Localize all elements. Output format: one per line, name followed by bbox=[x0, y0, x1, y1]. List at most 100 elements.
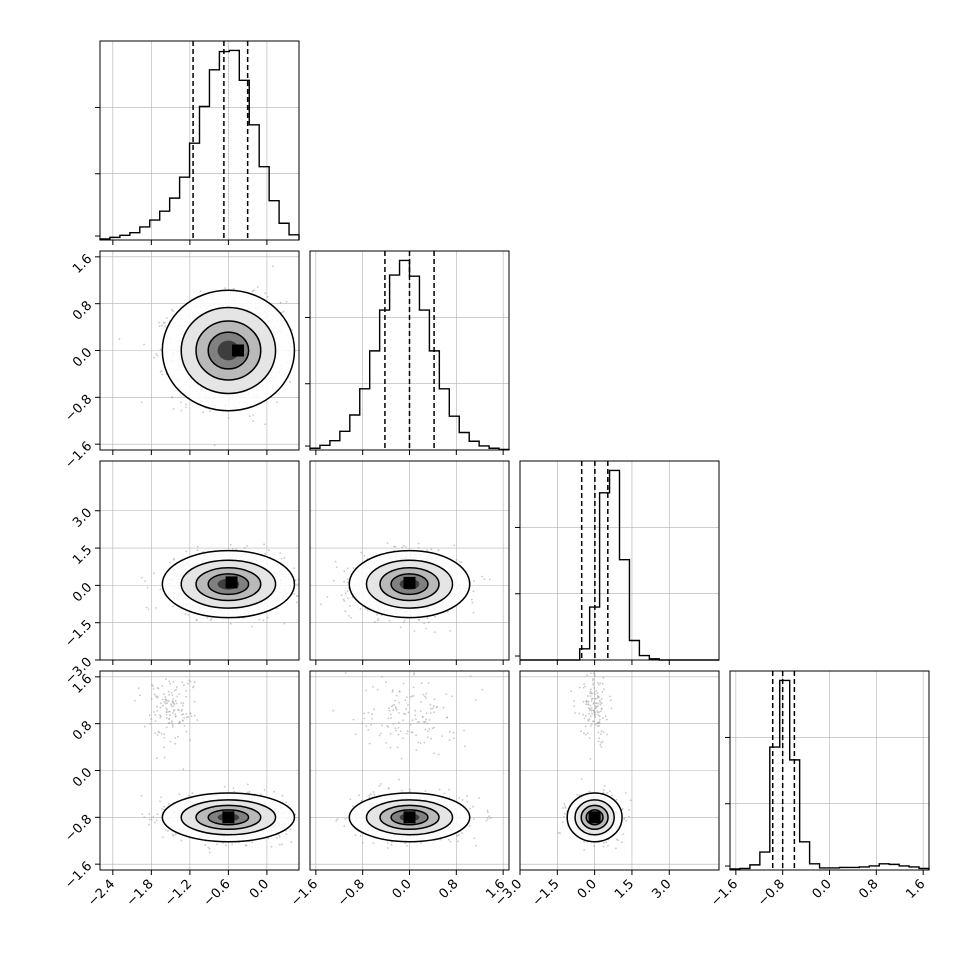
point bbox=[161, 325, 163, 327]
point bbox=[246, 792, 248, 794]
point bbox=[343, 581, 345, 583]
point bbox=[333, 580, 335, 582]
point bbox=[257, 286, 259, 288]
point bbox=[425, 628, 427, 630]
point bbox=[297, 584, 299, 586]
panel-0-0 bbox=[95, 41, 299, 245]
point bbox=[156, 814, 158, 816]
point bbox=[244, 547, 246, 549]
point bbox=[286, 301, 288, 303]
point bbox=[405, 546, 407, 548]
point bbox=[146, 607, 148, 609]
point bbox=[196, 619, 198, 621]
point bbox=[484, 578, 486, 580]
ytick-label-1-0: −1.6 bbox=[62, 439, 95, 472]
point bbox=[389, 620, 391, 622]
point bbox=[156, 819, 158, 821]
point bbox=[143, 344, 145, 346]
point bbox=[267, 617, 269, 619]
point bbox=[252, 420, 254, 422]
point bbox=[204, 844, 206, 846]
histogram-2 bbox=[520, 470, 719, 660]
panel-1-0: −1.6−0.80.00.81.6 bbox=[62, 251, 299, 472]
point bbox=[160, 371, 162, 373]
point bbox=[161, 374, 163, 376]
panel-2-2 bbox=[515, 461, 719, 665]
point bbox=[141, 577, 143, 579]
point bbox=[185, 407, 187, 409]
point bbox=[264, 789, 266, 791]
point bbox=[169, 562, 171, 564]
point bbox=[278, 834, 280, 836]
panel-2-1 bbox=[310, 461, 509, 665]
ytick-label-2-3: 1.5 bbox=[70, 543, 95, 568]
point bbox=[438, 549, 440, 551]
point bbox=[149, 813, 151, 815]
point bbox=[180, 402, 182, 404]
point bbox=[197, 546, 199, 548]
point bbox=[361, 552, 363, 554]
point bbox=[427, 617, 429, 619]
point bbox=[404, 620, 406, 622]
point bbox=[284, 557, 286, 559]
point bbox=[167, 830, 169, 832]
point bbox=[158, 322, 160, 324]
point bbox=[343, 570, 345, 572]
point bbox=[350, 617, 352, 619]
point bbox=[471, 599, 473, 601]
point bbox=[347, 568, 349, 570]
point bbox=[377, 620, 379, 622]
point bbox=[264, 292, 266, 294]
point bbox=[225, 844, 227, 846]
point bbox=[347, 590, 349, 592]
point bbox=[473, 580, 475, 582]
point bbox=[164, 326, 166, 328]
point bbox=[378, 618, 380, 620]
point bbox=[401, 547, 403, 549]
point bbox=[283, 311, 285, 313]
point bbox=[185, 551, 187, 553]
point bbox=[461, 561, 463, 563]
point bbox=[216, 843, 218, 845]
point bbox=[171, 309, 173, 311]
point bbox=[214, 445, 216, 447]
point bbox=[284, 623, 286, 625]
point bbox=[172, 834, 174, 836]
point bbox=[289, 381, 291, 383]
ytick-label-1-4: 1.6 bbox=[70, 252, 95, 277]
point bbox=[164, 322, 166, 324]
point bbox=[178, 793, 180, 795]
point bbox=[336, 566, 338, 568]
point bbox=[376, 614, 378, 616]
point bbox=[281, 843, 283, 845]
point bbox=[148, 824, 150, 826]
point bbox=[197, 549, 199, 551]
point bbox=[175, 834, 177, 836]
ytick-label-1-2: 0.0 bbox=[70, 345, 95, 370]
point bbox=[209, 410, 211, 412]
point bbox=[327, 596, 329, 598]
point bbox=[285, 802, 287, 804]
point bbox=[296, 601, 298, 603]
point bbox=[290, 841, 292, 843]
point bbox=[473, 612, 475, 614]
point bbox=[400, 626, 402, 628]
point bbox=[273, 791, 275, 793]
point bbox=[156, 353, 158, 355]
point bbox=[173, 559, 175, 561]
point bbox=[428, 621, 430, 623]
density-peak-2-1 bbox=[404, 577, 416, 589]
point bbox=[252, 414, 254, 416]
point bbox=[172, 310, 174, 312]
point bbox=[143, 816, 145, 818]
point bbox=[173, 408, 175, 410]
point bbox=[279, 836, 281, 838]
point bbox=[160, 349, 162, 351]
point bbox=[335, 561, 337, 563]
point bbox=[489, 579, 491, 581]
point bbox=[434, 616, 436, 618]
point bbox=[276, 837, 278, 839]
